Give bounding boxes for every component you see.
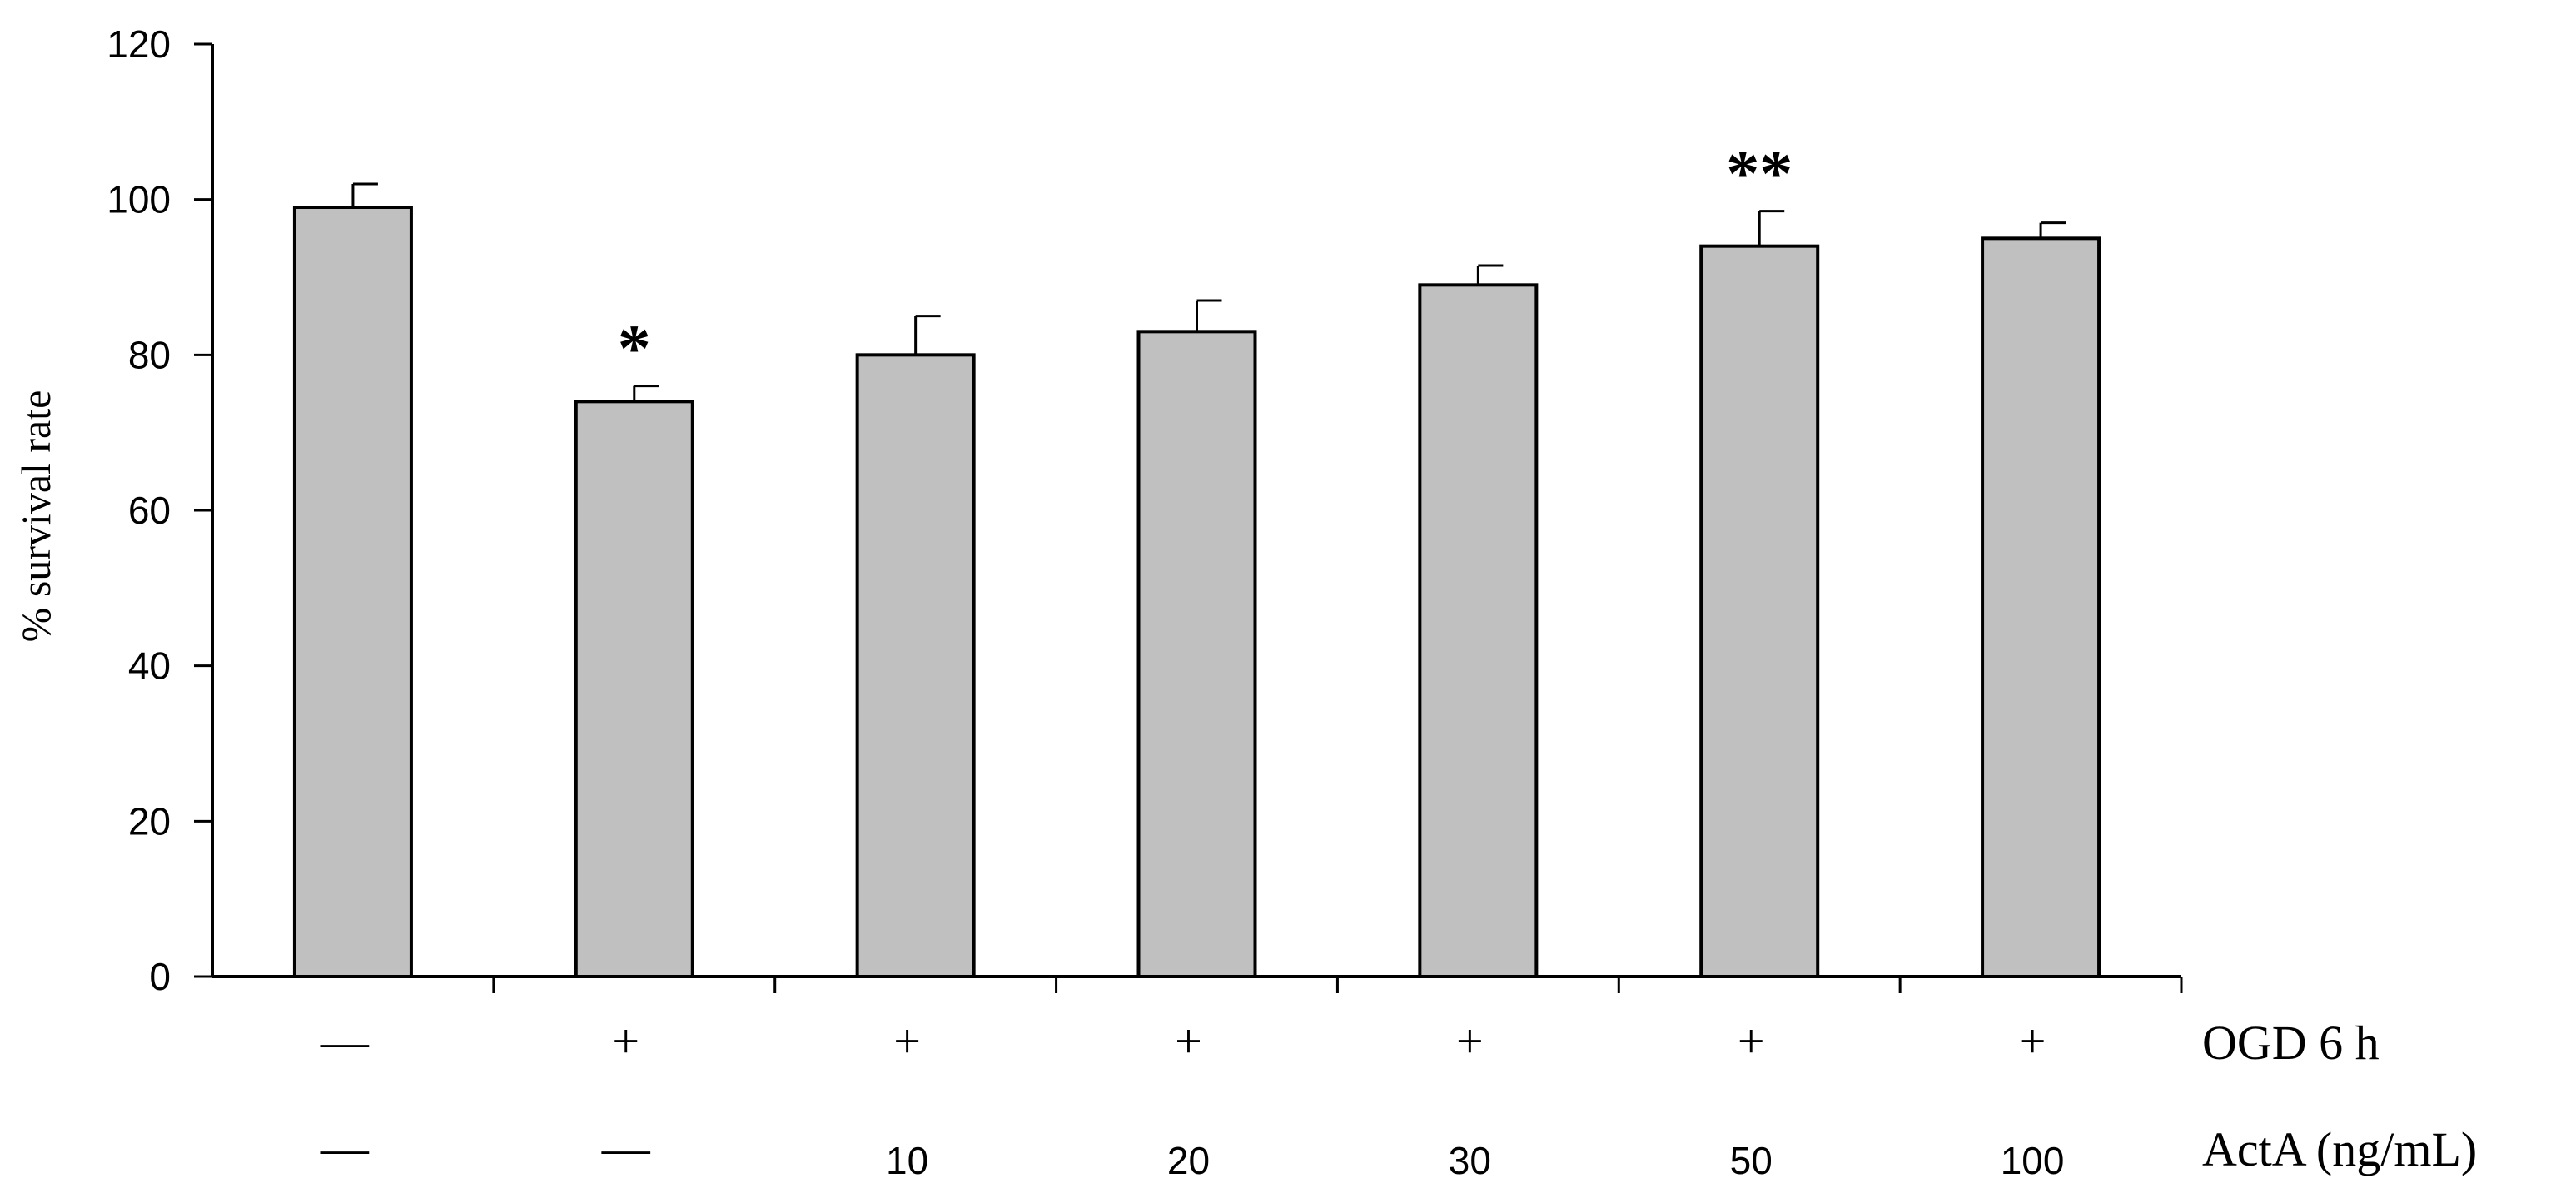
bar xyxy=(855,353,976,979)
significance-markers: *** xyxy=(618,138,1793,386)
condition-value: — xyxy=(320,1121,370,1175)
condition-value: 30 xyxy=(1449,1139,1491,1182)
condition-value: + xyxy=(2019,1014,2046,1068)
condition-value: + xyxy=(1456,1014,1484,1068)
error-bars xyxy=(351,182,2066,402)
y-axis-ticks: 0 20 40 60 80 100 120 xyxy=(107,22,212,998)
condition-value: 50 xyxy=(1730,1139,1773,1182)
condition-value: 20 xyxy=(1167,1139,1210,1182)
condition-value: + xyxy=(893,1014,921,1068)
y-tick-label: 20 xyxy=(128,799,171,843)
condition-value: + xyxy=(1175,1014,1202,1068)
condition-value: — xyxy=(320,1014,370,1068)
y-tick-label: 80 xyxy=(128,333,171,376)
significance-marker: ** xyxy=(1726,138,1793,211)
y-tick-label: 100 xyxy=(107,178,171,221)
condition-value: + xyxy=(612,1014,639,1068)
bar xyxy=(1418,283,1539,979)
y-tick-label: 60 xyxy=(128,489,171,532)
condition-value: 10 xyxy=(886,1139,928,1182)
bar xyxy=(1699,244,1820,978)
bars xyxy=(292,206,2101,979)
condition-value: 100 xyxy=(2001,1139,2065,1182)
condition-row-label: OGD 6 h xyxy=(2202,1016,2380,1070)
condition-rows: OGD 6 h — + + + + + + ActA (ng/mL) — — 10 20 30 50 100 xyxy=(320,1014,2477,1182)
bar xyxy=(1136,330,1257,979)
y-tick-label: 40 xyxy=(128,644,171,688)
y-tick-label: 120 xyxy=(107,22,171,66)
condition-value: — xyxy=(601,1121,651,1175)
y-tick-label: 0 xyxy=(149,955,171,998)
condition-row-label: ActA (ng/mL) xyxy=(2202,1122,2477,1176)
bar xyxy=(574,400,694,979)
condition-value: + xyxy=(1738,1014,1765,1068)
bar xyxy=(1981,236,2101,979)
y-axis-label: % survival rate xyxy=(12,390,59,643)
x-axis-ticks xyxy=(492,977,2183,993)
bar xyxy=(292,206,413,978)
significance-marker: * xyxy=(618,313,651,386)
